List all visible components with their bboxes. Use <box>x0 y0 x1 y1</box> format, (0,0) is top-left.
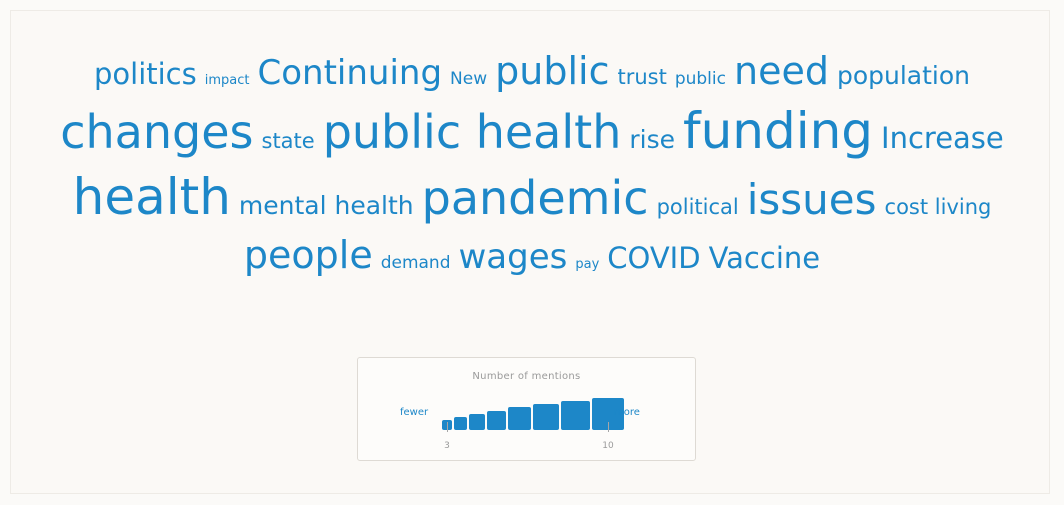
legend-tick-label: 10 <box>602 441 614 451</box>
legend-tick-label: 3 <box>444 441 450 451</box>
word-demand: demand <box>380 253 451 273</box>
legend-scale-square <box>487 411 506 430</box>
word-population: population <box>836 61 970 90</box>
word-cost-living: cost living <box>884 195 992 219</box>
word-public: public <box>495 49 610 93</box>
mentions-legend: Number of mentions fewer more 3 10 <box>357 357 696 461</box>
word-wages: wages <box>458 237 568 277</box>
word-new: New <box>450 69 488 89</box>
legend-scale-square <box>533 404 559 430</box>
legend-tick <box>447 422 448 432</box>
legend-scale-square <box>561 401 590 430</box>
word-public-health: public health <box>322 105 622 159</box>
word-political: political <box>656 195 739 219</box>
legend-scale-square <box>454 417 467 430</box>
word-state: state <box>261 129 315 153</box>
word-trust: trust <box>617 65 667 89</box>
legend-tick <box>608 422 609 432</box>
word-changes: changes <box>60 105 254 159</box>
word-issues: issues <box>746 175 877 224</box>
word-vaccine: Vaccine <box>708 241 821 275</box>
word-cloud-row: people demand wages pay COVID Vaccine <box>0 236 1064 294</box>
word-mental-health: mental health <box>238 191 414 220</box>
word-public: public <box>674 69 726 89</box>
word-increase: Increase <box>881 121 1004 155</box>
word-covid: COVID <box>607 241 701 275</box>
word-politics: politics <box>93 57 197 91</box>
word-need: need <box>733 49 829 93</box>
word-pay: pay <box>575 257 600 272</box>
legend-more-label: more <box>614 407 640 418</box>
word-cloud-row: politics impact Continuing New public trust pu… <box>0 52 1064 110</box>
legend-fewer-label: fewer <box>400 407 429 418</box>
word-cloud: politics impact Continuing New public trust pu… <box>0 52 1064 294</box>
legend-scale-square <box>508 407 531 430</box>
word-impact: impact <box>204 73 250 88</box>
word-cloud-row: health mental health pandemic political issu… <box>0 172 1064 236</box>
word-health: health <box>72 168 231 226</box>
legend-scale-square <box>469 414 485 430</box>
word-funding: funding <box>682 102 874 160</box>
word-rise: rise <box>629 125 675 154</box>
word-people: people <box>243 233 373 277</box>
word-continuing: Continuing <box>257 53 443 93</box>
word-cloud-row: changes state public health rise funding Incr… <box>0 106 1064 172</box>
legend-title: Number of mentions <box>472 371 581 382</box>
word-pandemic: pandemic <box>421 171 649 225</box>
